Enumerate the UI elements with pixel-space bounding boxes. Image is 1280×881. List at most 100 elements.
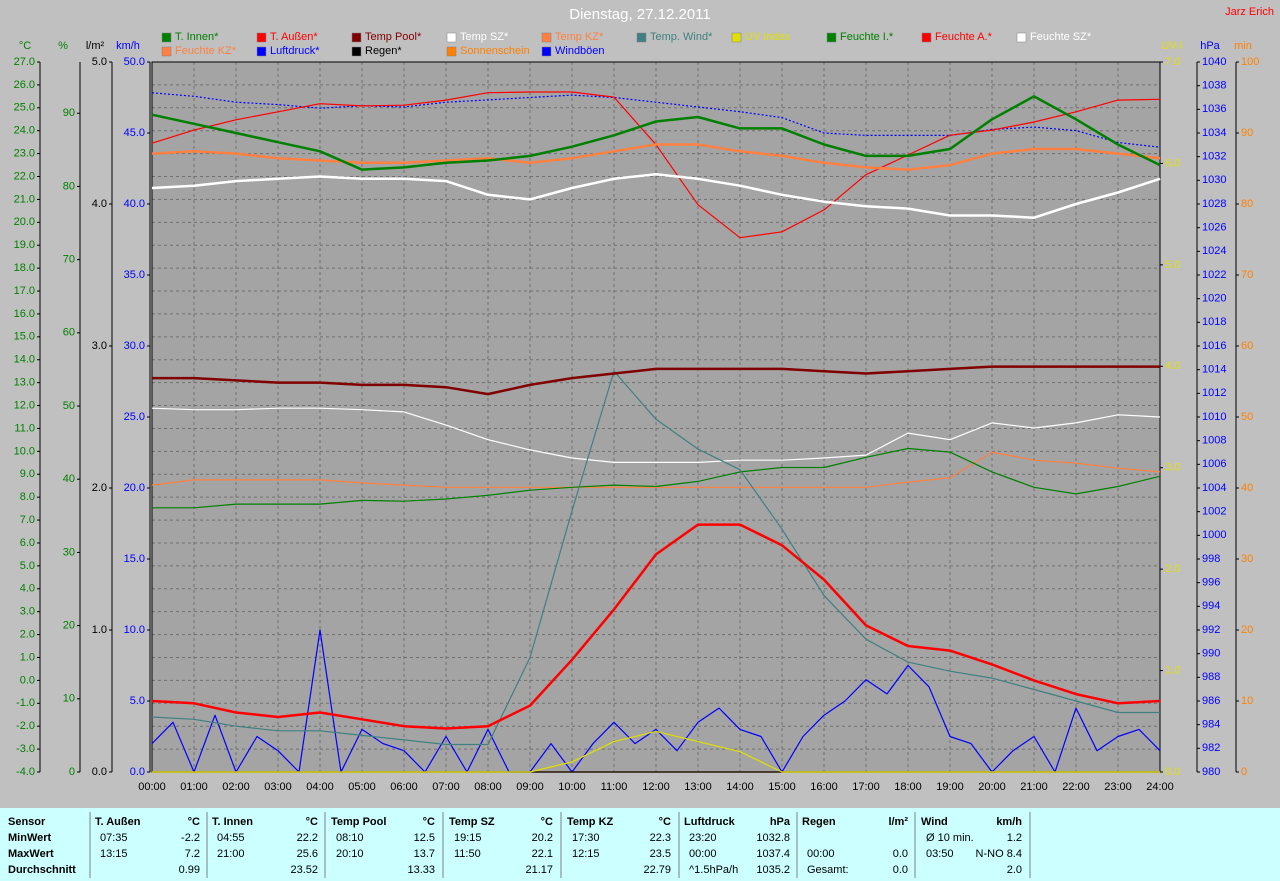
table-cell: 1037.4 xyxy=(756,848,790,860)
x-tick-label: 09:00 xyxy=(516,781,544,793)
x-tick-label: 01:00 xyxy=(180,781,208,793)
y-tick-label: 2.0 xyxy=(92,482,107,494)
y-tick-label: 15.0 xyxy=(14,331,35,343)
legend-label: Windböen xyxy=(555,45,605,57)
axis-title: UV-I xyxy=(1161,40,1182,52)
y-tick-label: 998 xyxy=(1202,553,1220,565)
y-tick-label: 1.0 xyxy=(20,651,35,663)
y-tick-label: -3.0 xyxy=(16,743,35,755)
y-tick-label: 1014 xyxy=(1202,364,1226,376)
legend-label: T. Außen* xyxy=(270,31,318,43)
table-cell: ^1.5hPa/h xyxy=(689,864,738,876)
legend-swatch xyxy=(1016,32,1027,43)
y-tick-label: 0.0 xyxy=(92,766,107,778)
y-tick-label: 10 xyxy=(1241,695,1253,707)
axis-title: °C xyxy=(19,40,31,52)
table-header: °C xyxy=(423,816,435,828)
y-tick-label: 4.0 xyxy=(20,583,35,595)
x-tick-label: 24:00 xyxy=(1146,781,1174,793)
legend-label: Feuchte I.* xyxy=(840,31,894,43)
y-tick-label: 2.0 xyxy=(1165,563,1180,575)
table-cell: 00:00 xyxy=(689,848,717,860)
y-tick-label: 980 xyxy=(1202,766,1220,778)
table-cell: 23:20 xyxy=(689,832,717,844)
y-tick-label: 40 xyxy=(1241,482,1253,494)
table-cell: 07:35 xyxy=(100,832,128,844)
x-tick-label: 00:00 xyxy=(138,781,166,793)
table-header: Luftdruck xyxy=(684,816,736,828)
legend-swatch xyxy=(446,32,457,43)
table-header: T. Außen xyxy=(95,816,141,828)
series-line xyxy=(151,407,1161,463)
table-row-label: MaxWert xyxy=(8,848,54,860)
table-cell: 23.52 xyxy=(290,864,318,876)
y-tick-label: 0 xyxy=(69,766,75,778)
y-tick-label: 10 xyxy=(63,693,75,705)
y-tick-label: 1038 xyxy=(1202,80,1226,92)
x-tick-label: 14:00 xyxy=(726,781,754,793)
y-tick-label: 15.0 xyxy=(124,553,145,565)
series-line xyxy=(152,730,1160,773)
y-tick-label: 1000 xyxy=(1202,529,1226,541)
table-header: km/h xyxy=(996,816,1022,828)
y-tick-label: 90 xyxy=(63,107,75,119)
axis-title: hPa xyxy=(1200,40,1220,52)
table-cell: N-NO 8.4 xyxy=(976,848,1022,860)
legend-swatch xyxy=(921,32,932,43)
y-tick-label: 70 xyxy=(63,254,75,266)
table-cell: 20.2 xyxy=(532,832,553,844)
legend-swatch xyxy=(256,32,267,43)
table-cell: 0.99 xyxy=(179,864,200,876)
y-tick-label: 8.0 xyxy=(20,491,35,503)
series-line xyxy=(151,451,1161,488)
y-tick-label: -4.0 xyxy=(16,766,35,778)
legend-label: Regen* xyxy=(365,45,402,57)
legend-swatch xyxy=(351,32,362,43)
table-cell: 04:55 xyxy=(217,832,245,844)
y-tick-label: 24.0 xyxy=(14,125,35,137)
table-header: °C xyxy=(188,816,200,828)
table-cell: 03:50 xyxy=(926,848,954,860)
y-tick-label: 1018 xyxy=(1202,316,1226,328)
y-tick-label: 50 xyxy=(63,400,75,412)
y-tick-label: 50.0 xyxy=(124,56,145,68)
y-tick-label: 1026 xyxy=(1202,222,1226,234)
series-line xyxy=(152,365,1160,396)
y-tick-label: 30 xyxy=(63,546,75,558)
legend-label: Feuchte A.* xyxy=(935,31,993,43)
y-tick-label: 0.0 xyxy=(130,766,145,778)
table-row-label: MinWert xyxy=(8,832,52,844)
legend-label: Temp SZ* xyxy=(460,31,509,43)
grid xyxy=(151,61,1161,773)
y-tick-label: -2.0 xyxy=(16,720,35,732)
y-tick-label: 3.0 xyxy=(92,340,107,352)
x-tick-label: 13:00 xyxy=(684,781,712,793)
legend-label: Feuchte SZ* xyxy=(1030,31,1092,43)
table-cell: 21.17 xyxy=(525,864,553,876)
y-tick-label: 988 xyxy=(1202,671,1220,683)
table-header: l/m² xyxy=(888,816,908,828)
y-tick-label: 23.0 xyxy=(14,148,35,160)
y-tick-label: 1.0 xyxy=(92,624,107,636)
x-tick-label: 05:00 xyxy=(348,781,376,793)
table-cell: 21:00 xyxy=(217,848,245,860)
table-cell: 22.1 xyxy=(532,848,553,860)
table-header: Regen xyxy=(802,816,836,828)
y-tick-label: 986 xyxy=(1202,695,1220,707)
table-cell: 2.0 xyxy=(1007,864,1022,876)
y-tick-label: 21.0 xyxy=(14,193,35,205)
series-line xyxy=(151,95,1161,171)
y-tick-label: 1006 xyxy=(1202,458,1226,470)
y-tick-label: 25.0 xyxy=(14,102,35,114)
y-tick-label: 20.0 xyxy=(124,482,145,494)
legend-label: Temp Pool* xyxy=(365,31,422,43)
legend-swatch xyxy=(446,46,457,57)
x-tick-label: 12:00 xyxy=(642,781,670,793)
y-tick-label: 12.0 xyxy=(14,399,35,411)
y-tick-label: 26.0 xyxy=(14,79,35,91)
y-tick-label: 16.0 xyxy=(14,308,35,320)
legend-label: Temp KZ* xyxy=(555,31,604,43)
y-tick-label: 3.0 xyxy=(1165,462,1180,474)
legend-label: Luftdruck* xyxy=(270,45,320,57)
y-tick-label: 5.0 xyxy=(130,695,145,707)
